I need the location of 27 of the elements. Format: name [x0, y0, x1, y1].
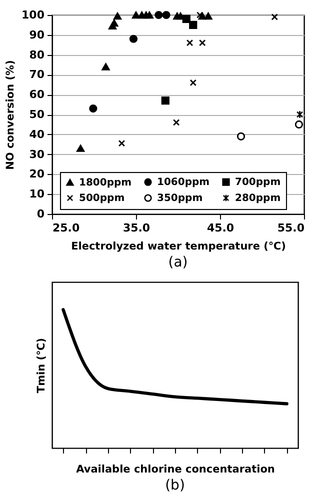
- text: (a): [168, 254, 188, 270]
- legend-label: 1060ppm: [157, 177, 210, 188]
- legend-label: 280ppm: [235, 193, 281, 204]
- x-tick-label: 55.0: [277, 222, 305, 234]
- y-tick-label: 100: [22, 8, 45, 22]
- x-axis-title: Available chlorine concentaration: [76, 464, 275, 476]
- y-axis-title: Tmin (℃): [36, 338, 48, 394]
- x-tick-label: 25.0: [52, 222, 80, 234]
- y-axis-title: NO conversion (%): [4, 60, 17, 170]
- x-axis-title: Electrolyzed water temperature (℃): [71, 240, 286, 252]
- x-tick-label: 45.0: [206, 222, 234, 234]
- y-tick-label: 0: [36, 208, 45, 220]
- y-tick-label: 50: [29, 108, 45, 121]
- text: (b): [165, 478, 185, 494]
- legend-label: 350ppm: [157, 193, 203, 204]
- y-tick-label: 10: [29, 188, 45, 201]
- y-tick-label: 20: [29, 168, 45, 181]
- legend-label: 1800ppm: [79, 177, 132, 188]
- legend-label: 500ppm: [79, 193, 125, 204]
- legend-label: 700ppm: [235, 177, 281, 188]
- y-tick-label: 70: [29, 68, 45, 82]
- x-tick-label: 35.0: [122, 222, 150, 234]
- y-tick-label: 60: [29, 88, 45, 102]
- y-tick-label: 80: [29, 48, 45, 62]
- y-tick-label: 90: [29, 28, 45, 42]
- y-tick-label: 30: [29, 148, 45, 161]
- y-tick-label: 40: [29, 128, 45, 141]
